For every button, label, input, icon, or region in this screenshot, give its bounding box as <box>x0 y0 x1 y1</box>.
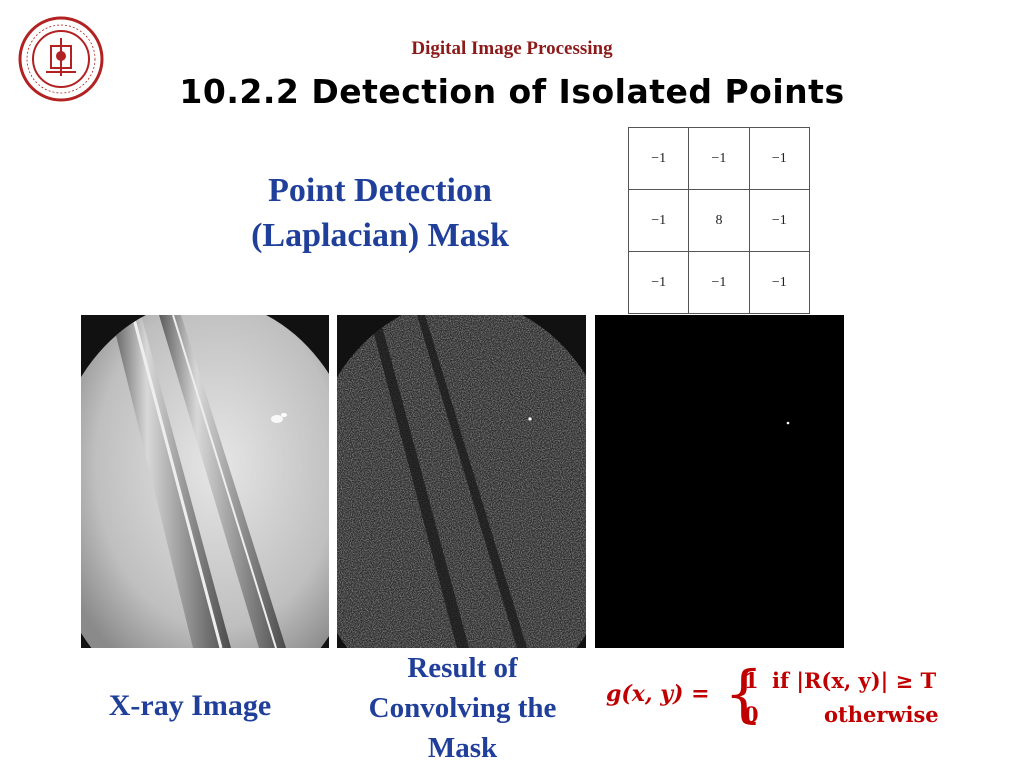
mask-cell: −1 <box>688 127 750 190</box>
xray-caption: X-ray Image <box>108 689 272 722</box>
xray-image <box>81 315 329 648</box>
left-brace-icon: { <box>724 657 764 730</box>
slide-subtitle: Point Detection (Laplacian) Mask <box>200 168 560 258</box>
mask-row: −1 8 −1 <box>627 189 811 252</box>
mask-cell: −1 <box>748 189 811 252</box>
mask-cell: −1 <box>688 251 750 314</box>
mask-cell: −1 <box>627 189 690 252</box>
subtitle-line-1: Point Detection <box>268 172 492 209</box>
university-seal-icon <box>18 16 104 102</box>
mask-cell: −1 <box>748 127 811 190</box>
result-caption-line-3: Mask <box>427 732 498 764</box>
convolution-result-image <box>337 315 586 648</box>
mask-row: −1 −1 −1 <box>627 127 811 190</box>
thresholded-result-image <box>595 315 844 648</box>
formula-lhs: g(x, y) = <box>606 681 710 707</box>
slide-title: 10.2.2 Detection of Isolated Points <box>179 72 845 111</box>
laplacian-mask-table: −1 −1 −1 −1 8 −1 −1 −1 −1 <box>627 127 811 314</box>
mask-cell: −1 <box>627 251 690 314</box>
mask-row: −1 −1 −1 <box>627 251 811 314</box>
result-caption-line-1: Result of <box>407 652 518 684</box>
mask-cell: −1 <box>627 127 690 190</box>
formula-case2-condition: otherwise <box>824 702 939 727</box>
formula-case1-value: 1 <box>744 668 759 693</box>
course-header: Digital Image Processing <box>411 38 613 59</box>
threshold-formula: g(x, y) = { 1 if |R(x, y)| ≥ T 0 otherwi… <box>596 657 976 734</box>
subtitle-line-2: (Laplacian) Mask <box>251 217 509 254</box>
result-caption-line-2: Convolving the <box>368 692 557 724</box>
result-caption: Result of Convolving the Mask <box>340 648 585 768</box>
mask-cell: −1 <box>748 251 811 314</box>
formula-case1-condition: if |R(x, y)| ≥ T <box>772 668 937 693</box>
mask-cell: 8 <box>688 189 750 252</box>
formula-case2-value: 0 <box>744 702 759 727</box>
